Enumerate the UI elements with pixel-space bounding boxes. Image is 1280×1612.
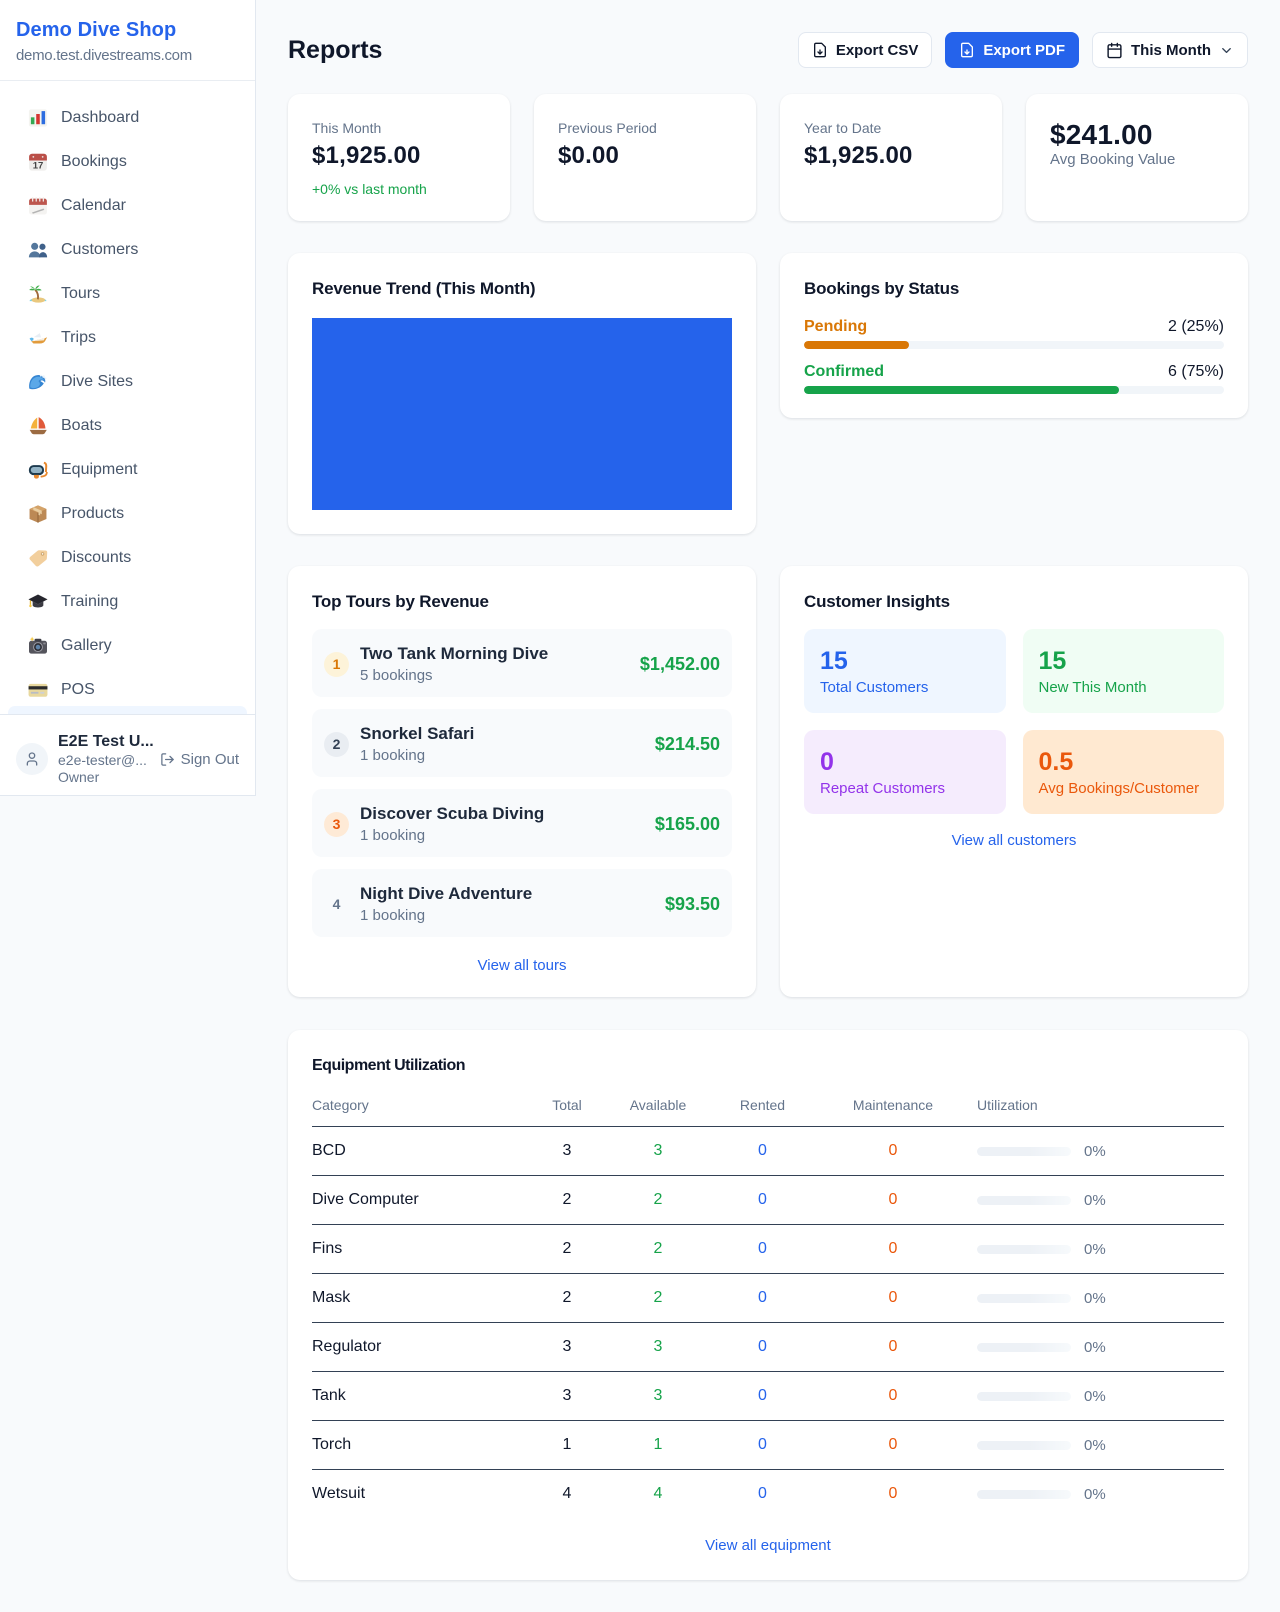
svg-text:17: 17 [33, 160, 44, 171]
